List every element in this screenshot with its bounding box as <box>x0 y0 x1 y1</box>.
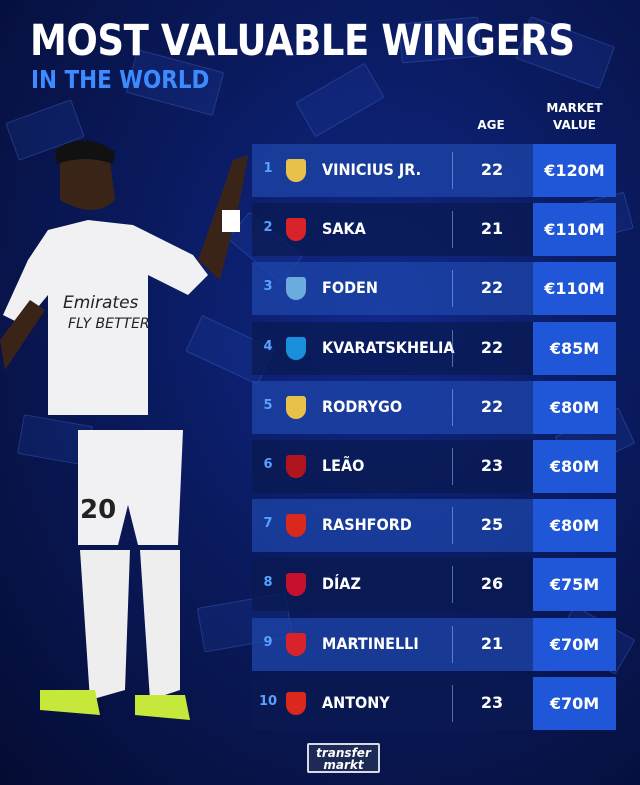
divider <box>452 388 453 426</box>
player-name: RASHFORD <box>322 515 412 535</box>
player-age: 22 <box>480 396 504 416</box>
player-name: MARTINELLI <box>322 633 419 653</box>
rank: 9 <box>263 634 273 650</box>
market-value: €80M <box>533 380 616 434</box>
table-row: 6 LEÃO 23 €80M <box>252 440 616 493</box>
rank: 3 <box>263 279 273 295</box>
rank: 7 <box>263 516 273 532</box>
player-name: KVARATSKHELIA <box>322 337 455 357</box>
age-header: AGE <box>477 118 505 132</box>
table-row: 1 VINICIUS JR. 22 €120M <box>252 144 616 197</box>
club-crest-icon <box>286 159 306 182</box>
club-crest-icon <box>286 573 306 597</box>
page-title: MOST VALUABLE WINGERS <box>30 16 575 66</box>
market-value: €80M <box>533 440 616 493</box>
table-row: 8 DÍAZ 26 €75M <box>252 558 616 612</box>
table-row: 2 SAKA 21 €110M <box>252 203 616 257</box>
divider <box>452 507 453 545</box>
player-age: 23 <box>480 456 504 475</box>
rank: 5 <box>263 397 273 413</box>
rank: 2 <box>263 220 273 236</box>
divider <box>452 625 453 663</box>
club-crest-icon <box>286 455 306 478</box>
rank: 6 <box>263 457 273 472</box>
table-row: 4 KVARATSKHELIA 22 €85M <box>252 321 616 375</box>
player-name: SAKA <box>322 219 366 239</box>
table-row: 7 RASHFORD 25 €80M <box>252 499 616 553</box>
table-row: 5 RODRYGO 22 €80M <box>252 380 616 434</box>
divider <box>452 684 453 722</box>
rank: 1 <box>263 161 273 176</box>
market-value-header-line1: MARKET <box>546 101 603 115</box>
player-name: DÍAZ <box>322 574 361 594</box>
market-value-header: MARKET VALUE <box>533 100 616 134</box>
table-row: 9 MARTINELLI 21 €70M <box>252 617 616 671</box>
market-value: €120M <box>533 144 616 197</box>
rank: 10 <box>258 693 278 709</box>
player-age: 25 <box>480 515 504 535</box>
player-age: 22 <box>480 278 504 298</box>
club-crest-icon <box>286 395 306 419</box>
rank: 8 <box>263 575 273 591</box>
market-value: €85M <box>533 321 616 375</box>
player-age: 22 <box>480 337 504 357</box>
player-age: 21 <box>480 219 504 239</box>
club-crest-icon <box>286 632 306 656</box>
market-value: €110M <box>533 203 616 257</box>
club-crest-icon <box>286 691 306 715</box>
club-crest-icon <box>286 277 306 301</box>
transfermarkt-logo: transfer markt <box>307 743 380 773</box>
market-value: €75M <box>533 558 616 612</box>
shirt-sponsor: Emirates <box>63 293 139 313</box>
player-age: 21 <box>480 633 504 653</box>
divider <box>452 270 453 308</box>
club-crest-icon <box>286 218 306 242</box>
player-age: 23 <box>480 692 504 712</box>
market-value: €70M <box>533 617 616 671</box>
player-name: ANTONY <box>322 692 390 712</box>
table-row: 3 FODEN 22 €110M <box>252 262 616 316</box>
market-value: €70M <box>533 676 616 730</box>
logo-line2: markt <box>323 758 364 772</box>
table-row: 10 ANTONY 23 €70M <box>252 676 616 730</box>
divider <box>452 566 453 604</box>
market-value: €110M <box>533 262 616 316</box>
market-value: €80M <box>533 499 616 553</box>
divider <box>452 448 453 485</box>
shirt-sponsor-tagline: FLY BETTER <box>68 316 150 332</box>
player-age: 26 <box>480 574 504 594</box>
player-image: Emirates FLY BETTER 20 <box>0 140 248 720</box>
divider <box>452 211 453 249</box>
player-name: FODEN <box>322 278 378 298</box>
divider <box>452 329 453 367</box>
player-age: 22 <box>480 160 504 179</box>
logo-line1: transfer <box>316 746 371 760</box>
page-subtitle: IN THE WORLD <box>31 65 210 94</box>
shirt-number: 20 <box>80 495 116 525</box>
player-name: RODRYGO <box>322 396 403 416</box>
rank: 4 <box>263 338 273 354</box>
player-name: VINICIUS JR. <box>322 160 422 179</box>
market-value-header-line2: VALUE <box>553 118 596 132</box>
club-crest-icon <box>286 514 306 538</box>
player-name: LEÃO <box>322 456 365 475</box>
divider <box>452 152 453 189</box>
club-crest-icon <box>286 336 306 360</box>
